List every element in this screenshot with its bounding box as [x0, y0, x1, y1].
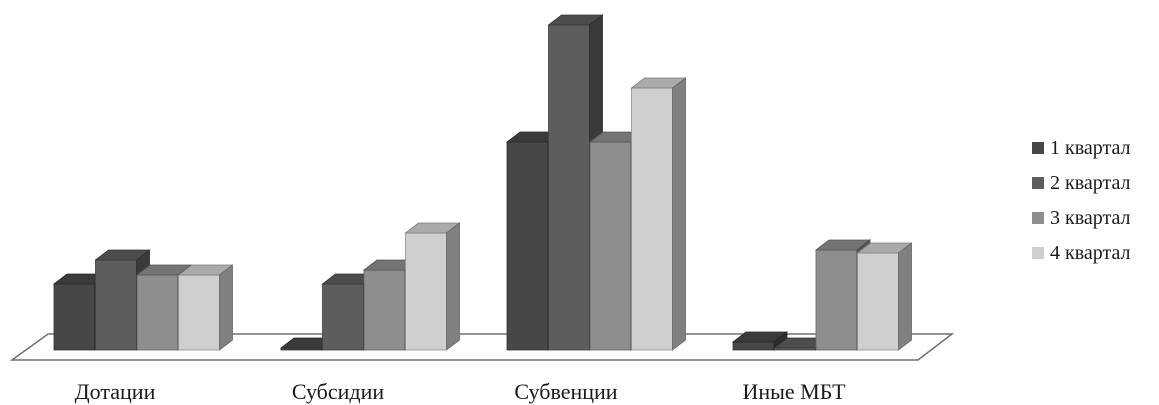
legend-label: 4 квартал	[1050, 242, 1131, 264]
tick-label: Дотации	[75, 379, 156, 404]
bar	[856, 242, 913, 351]
category-labels: Дотации Субсидии Субвенции Иные МБТ	[75, 379, 846, 404]
tick-label: Иные МБТ	[742, 379, 846, 404]
bar	[630, 77, 687, 351]
bar	[731, 331, 789, 351]
legend-item: 3 квартал	[1032, 207, 1131, 229]
tick-label: Субсидии	[292, 379, 385, 404]
legend-item: 4 квартал	[1032, 242, 1131, 264]
legend-item: 2 квартал	[1032, 172, 1131, 194]
bar	[177, 264, 234, 351]
legend-label: 3 квартал	[1050, 207, 1131, 229]
chart-floor	[9, 333, 955, 361]
chart-floor-plane	[9, 333, 955, 361]
tick-label: Субвенции	[514, 379, 617, 404]
bars	[52, 14, 913, 351]
legend-swatch	[1032, 177, 1044, 189]
legend-label: 2 квартал	[1050, 172, 1131, 194]
bar	[321, 273, 378, 351]
legend-swatch	[1032, 142, 1044, 154]
legend-swatch	[1032, 212, 1044, 224]
legend-item: 1 квартал	[1032, 137, 1131, 159]
legend-swatch	[1032, 247, 1044, 259]
legend: 1 квартал 2 квартал 3 квартал 4 квартал	[1032, 137, 1131, 264]
bar	[404, 222, 461, 351]
legend-label: 1 квартал	[1050, 137, 1131, 159]
